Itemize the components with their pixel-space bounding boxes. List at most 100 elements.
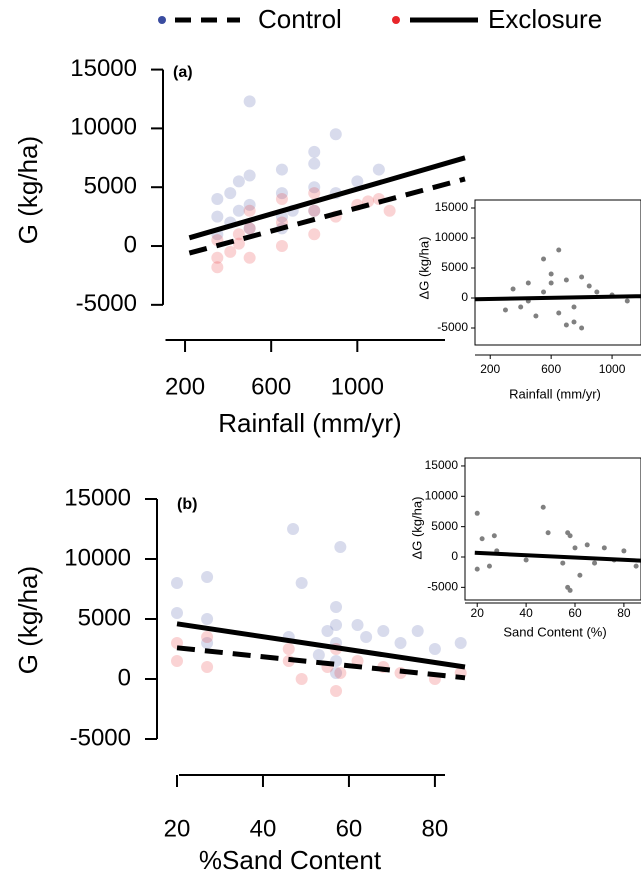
x-tick-label: 600 (251, 373, 291, 400)
data-point (548, 280, 554, 286)
data-point (372, 163, 385, 176)
data-point (621, 548, 627, 554)
data-point (243, 169, 256, 182)
y-tick-label: 0 (461, 290, 468, 304)
x-tick-label: 60 (336, 815, 363, 842)
data-point (171, 577, 183, 589)
data-point (572, 545, 578, 551)
data-point (486, 563, 492, 569)
data-point (577, 572, 583, 578)
data-point (224, 245, 237, 258)
y-tick-label: 0 (451, 549, 458, 563)
fit-line (176, 621, 466, 670)
data-point (201, 637, 214, 649)
data-point (411, 625, 424, 637)
data-point (510, 286, 516, 292)
y-tick-label: 5000 (441, 260, 468, 274)
data-point (232, 204, 245, 217)
data-point (540, 504, 546, 510)
fit-line (188, 155, 466, 241)
x-tick-label: 1000 (331, 373, 384, 400)
data-point (232, 237, 245, 250)
data-point (275, 163, 288, 176)
x-tick-label: 80 (422, 815, 449, 842)
data-point (360, 631, 373, 643)
data-point (330, 601, 343, 613)
y-axis-label: G (kg/ha) (13, 566, 43, 674)
data-point (171, 607, 183, 619)
data-point (563, 322, 569, 328)
legend-marker (158, 16, 166, 24)
data-point (377, 625, 390, 637)
data-point (579, 274, 585, 280)
data-point (201, 613, 214, 625)
y-tick-label: -5000 (70, 724, 131, 751)
panel: -5000 0 5000 10000 15000 20 40 60 80 %Sand Conten… (13, 484, 467, 875)
data-point (351, 619, 364, 631)
data-point (586, 283, 592, 289)
data-point (502, 307, 508, 313)
y-tick-label: -5000 (437, 320, 468, 334)
data-point (275, 240, 288, 253)
x-axis-label: Rainfall (mm/yr) (509, 386, 601, 401)
y-tick-label: 10000 (425, 488, 459, 502)
data-point (579, 325, 585, 331)
y-tick-label: 15000 (64, 484, 131, 511)
fit-line (474, 550, 641, 563)
data-point (541, 289, 547, 295)
y-axis-label: ΔG (kg/ha) (409, 497, 424, 560)
data-point (287, 523, 300, 535)
x-tick-label: 80 (617, 606, 631, 620)
data-point (571, 319, 577, 325)
data-point (584, 542, 590, 548)
data-point (541, 256, 547, 262)
panel-label: (a) (173, 64, 193, 81)
data-point (211, 192, 224, 205)
y-tick-label: 15000 (435, 200, 469, 214)
data-point (312, 649, 325, 661)
data-point (545, 530, 551, 536)
x-tick-label: 20 (471, 606, 485, 620)
data-point (334, 541, 347, 553)
fit-line (188, 176, 466, 256)
x-tick-label: 60 (568, 606, 582, 620)
data-point (624, 298, 630, 304)
panel: -5000 0 5000 10000 15000 20 40 60 80 Sand Content… (409, 457, 641, 639)
data-point (201, 631, 214, 643)
legend-label: Control (258, 4, 342, 34)
y-tick-label: 5000 (431, 519, 458, 533)
y-tick-label: 0 (118, 664, 131, 691)
data-point (243, 95, 256, 108)
data-point (308, 187, 321, 200)
y-axis-label: G (kg/ha) (13, 136, 43, 244)
data-point (211, 251, 224, 264)
data-point (523, 557, 529, 563)
data-point (275, 187, 288, 200)
data-point (567, 533, 573, 539)
y-tick-label: 10000 (64, 544, 131, 571)
data-point (243, 198, 256, 211)
x-axis-label: Sand Content (%) (503, 624, 606, 639)
data-point (295, 577, 308, 589)
data-point (474, 510, 480, 516)
data-point (211, 210, 224, 223)
data-point (330, 667, 343, 679)
data-point (232, 175, 245, 188)
x-tick-label: 600 (541, 362, 561, 376)
data-point (556, 310, 562, 316)
data-point (548, 271, 554, 277)
data-point (321, 625, 334, 637)
data-point (394, 637, 407, 649)
x-tick-label: 40 (519, 606, 533, 620)
data-point (525, 280, 531, 286)
data-point (474, 566, 480, 572)
inset-frame (474, 199, 641, 346)
data-point (567, 587, 573, 593)
data-point (556, 247, 562, 253)
data-point (518, 304, 524, 310)
data-point (592, 560, 598, 566)
x-tick-label: 200 (165, 373, 205, 400)
data-point (308, 204, 321, 217)
data-point (224, 187, 237, 200)
panel: -5000 0 5000 10000 15000 200 600 1000 Rainfall (… (13, 55, 466, 438)
